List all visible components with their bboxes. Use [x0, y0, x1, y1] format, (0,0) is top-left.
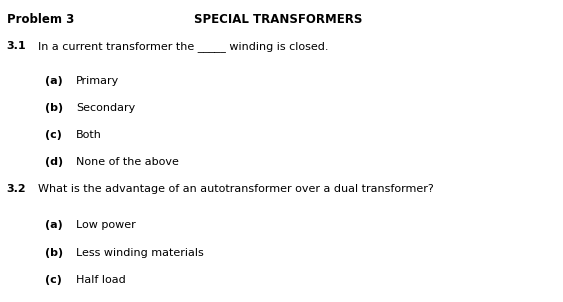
Text: 3.1: 3.1 [7, 41, 26, 51]
Text: (b): (b) [45, 103, 63, 113]
Text: What is the advantage of an autotransformer over a dual transformer?: What is the advantage of an autotransfor… [38, 184, 434, 194]
Text: (b): (b) [45, 248, 63, 258]
Text: Low power: Low power [76, 220, 136, 230]
Text: (d): (d) [45, 157, 63, 167]
Text: Problem 3: Problem 3 [7, 13, 74, 26]
Text: Both: Both [76, 130, 102, 140]
Text: (c): (c) [45, 275, 62, 285]
Text: (a): (a) [45, 76, 63, 85]
Text: 3.2: 3.2 [7, 184, 26, 194]
Text: Half load: Half load [76, 275, 126, 285]
Text: Primary: Primary [76, 76, 119, 85]
Text: None of the above: None of the above [76, 157, 179, 167]
Text: In a current transformer the _____ winding is closed.: In a current transformer the _____ windi… [38, 41, 329, 52]
Text: Less winding materials: Less winding materials [76, 248, 204, 258]
Text: (c): (c) [45, 130, 62, 140]
Text: SPECIAL TRANSFORMERS: SPECIAL TRANSFORMERS [194, 13, 363, 26]
Text: (a): (a) [45, 220, 63, 230]
Text: Secondary: Secondary [76, 103, 135, 113]
